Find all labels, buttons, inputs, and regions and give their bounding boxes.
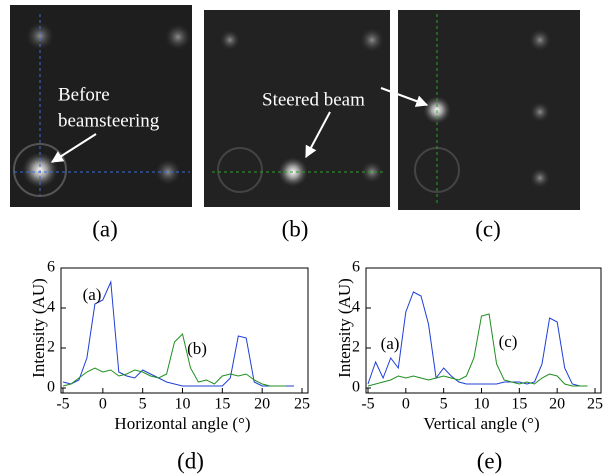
- plot-frame: [365, 267, 602, 394]
- y-axis-label: Intensity (AU): [29, 278, 48, 378]
- panel-label: (e): [477, 448, 503, 473]
- series-label: (a): [381, 334, 400, 353]
- x-tick-label: -5: [361, 396, 374, 413]
- x-tick-label: 15: [214, 396, 230, 413]
- y-tick-label: 6: [47, 259, 55, 276]
- x-tick-label: 10: [474, 396, 490, 413]
- y-tick-label: 0: [47, 379, 55, 396]
- x-tick-label: 25: [294, 396, 310, 413]
- x-tick-label: 10: [175, 396, 191, 413]
- series-line: [367, 291, 588, 387]
- y-tick-label: 0: [352, 379, 360, 396]
- panel-label: (b): [282, 216, 309, 241]
- beam-spot: [360, 28, 384, 52]
- beam-spot: [26, 22, 54, 50]
- arrow: [305, 111, 331, 159]
- annotation: Before: [58, 84, 110, 105]
- annotation: Steered beam: [262, 89, 365, 110]
- ring: [13, 143, 67, 197]
- x-tick-label: 15: [511, 396, 527, 413]
- ring: [217, 147, 263, 193]
- x-tick-label: 0: [402, 396, 410, 413]
- beam-spot: [165, 24, 191, 50]
- y-tick-label: 6: [352, 259, 360, 276]
- image-b: Steered beam: [204, 10, 390, 207]
- beam-spot: [529, 29, 551, 51]
- x-tick-label: 0: [99, 396, 107, 413]
- panel-label: (a): [92, 216, 118, 241]
- x-axis-label: Horizontal angle (°): [114, 414, 250, 433]
- arrow: [380, 87, 429, 107]
- x-tick-label: 20: [254, 396, 270, 413]
- plot-frame: [60, 267, 309, 394]
- beam-spot: [530, 102, 550, 122]
- series-line: [62, 333, 287, 387]
- x-tick-label: 5: [440, 396, 448, 413]
- x-tick-label: -5: [56, 396, 69, 413]
- x-tick-label: 25: [587, 396, 603, 413]
- series-label: (c): [499, 332, 518, 351]
- series-label: (b): [187, 339, 207, 358]
- beam-spot: [155, 159, 181, 185]
- panel-label: (c): [475, 216, 501, 241]
- x-axis-label: Vertical angle (°): [423, 414, 539, 433]
- y-tick-label: 4: [352, 299, 360, 316]
- y-tick-label: 2: [47, 339, 55, 356]
- x-tick-label: 20: [549, 396, 565, 413]
- series-line: [62, 280, 294, 387]
- annotation: beamsteering: [58, 110, 160, 131]
- panel-label: (d): [177, 448, 204, 473]
- y-tick-label: 2: [352, 339, 360, 356]
- beam-spot: [361, 161, 383, 183]
- x-tick-label: 5: [139, 396, 147, 413]
- beam-spot: [220, 30, 240, 50]
- image-a: Before beamsteering: [10, 5, 192, 207]
- series-label: (a): [83, 285, 102, 304]
- y-axis-label: Intensity (AU): [335, 278, 354, 378]
- beam-spot: [530, 168, 550, 188]
- y-tick-label: 4: [47, 299, 55, 316]
- arrow: [50, 133, 97, 163]
- series-line: [367, 313, 588, 387]
- image-c: [380, 10, 580, 210]
